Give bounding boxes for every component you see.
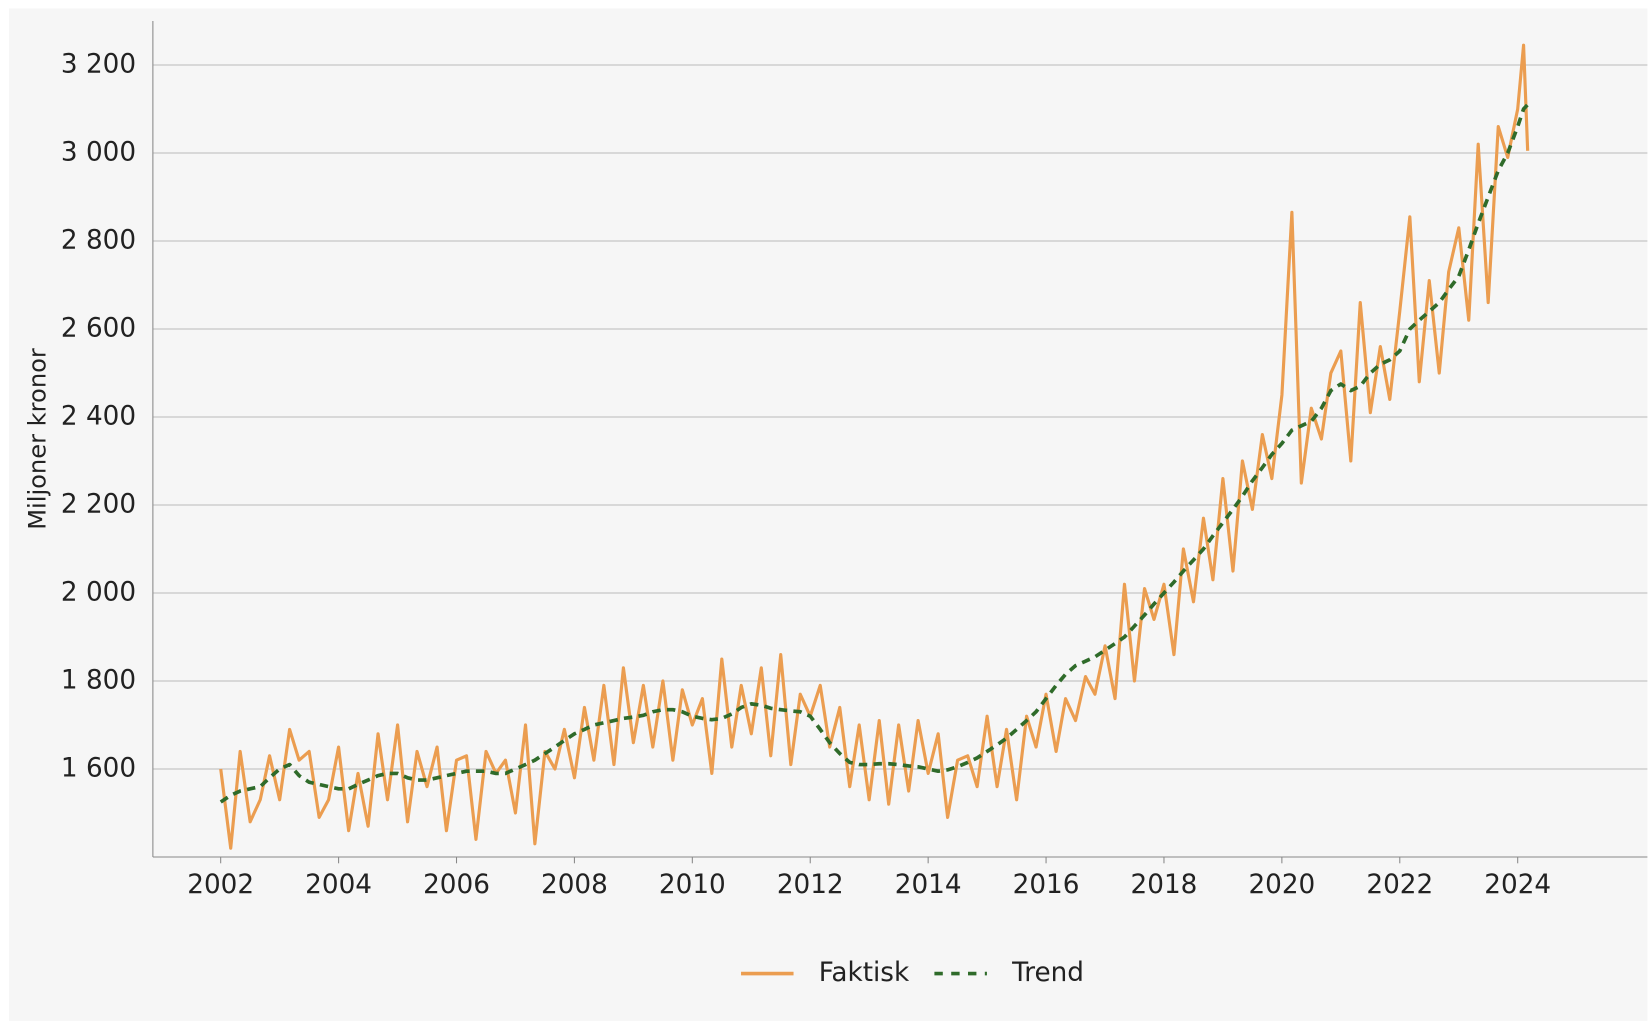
legend-label: Faktisk — [819, 958, 910, 988]
y-tick-label: 1 600 — [61, 754, 136, 784]
y-tick-label: 3 200 — [61, 50, 136, 80]
x-tick-label: 2012 — [777, 870, 844, 900]
plot-background — [9, 8, 1648, 1021]
x-tick-label: 2008 — [541, 870, 608, 900]
x-tick-label: 2004 — [305, 870, 372, 900]
y-axis-label: Miljoner kronor — [23, 348, 51, 530]
legend-label: Trend — [1011, 958, 1084, 988]
x-tick-label: 2006 — [423, 870, 490, 900]
y-tick-label: 2 200 — [61, 490, 136, 520]
y-tick-label: 1 800 — [61, 666, 136, 696]
data-line — [219, 43, 1530, 850]
x-tick-label: 2014 — [895, 870, 962, 900]
x-tick-label: 2020 — [1248, 870, 1315, 900]
x-tick-label: 2024 — [1484, 870, 1551, 900]
y-tick-label: 2 000 — [61, 578, 136, 608]
y-tick-label: 2 800 — [61, 226, 136, 256]
y-tick-label: 2 600 — [61, 314, 136, 344]
y-tick-label: 3 000 — [61, 138, 136, 168]
x-tick-label: 2018 — [1131, 870, 1198, 900]
y-tick-label: 2 400 — [61, 402, 136, 432]
x-tick-label: 2022 — [1366, 870, 1433, 900]
data-line — [219, 103, 1530, 804]
x-tick-label: 2010 — [659, 870, 726, 900]
x-tick-label: 2002 — [187, 870, 254, 900]
x-tick-label: 2016 — [1013, 870, 1080, 900]
